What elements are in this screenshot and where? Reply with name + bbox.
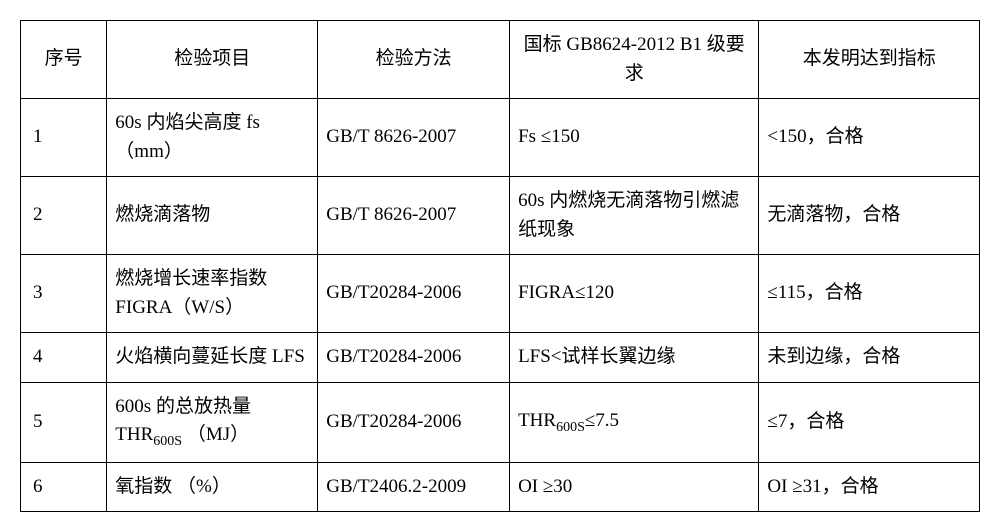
table-row: 6 氧指数 （%） GB/T2406.2-2009 OI ≥30 OI ≥31，… [21, 462, 980, 512]
cell-seq: 6 [21, 462, 107, 512]
cell-seq: 1 [21, 99, 107, 177]
col-header-requirement: 国标 GB8624-2012 B1 级要求 [510, 21, 759, 99]
spec-table: 序号 检验项目 检验方法 国标 GB8624-2012 B1 级要求 本发明达到… [20, 20, 980, 512]
cell-item: 燃烧滴落物 [107, 177, 318, 255]
col-header-item: 检验项目 [107, 21, 318, 99]
cell-requirement: 60s 内燃烧无滴落物引燃滤纸现象 [510, 177, 759, 255]
cell-method: GB/T20284-2006 [318, 382, 510, 462]
header-row: 序号 检验项目 检验方法 国标 GB8624-2012 B1 级要求 本发明达到… [21, 21, 980, 99]
table-row: 4 火焰横向蔓延长度 LFS GB/T20284-2006 LFS<试样长翼边缘… [21, 333, 980, 383]
cell-method: GB/T20284-2006 [318, 333, 510, 383]
table-container: 序号 检验项目 检验方法 国标 GB8624-2012 B1 级要求 本发明达到… [20, 20, 980, 512]
cell-seq: 5 [21, 382, 107, 462]
table-head: 序号 检验项目 检验方法 国标 GB8624-2012 B1 级要求 本发明达到… [21, 21, 980, 99]
cell-method: GB/T2406.2-2009 [318, 462, 510, 512]
cell-seq: 4 [21, 333, 107, 383]
col-header-method: 检验方法 [318, 21, 510, 99]
cell-item: 60s 内焰尖高度 fs（mm） [107, 99, 318, 177]
cell-requirement: Fs ≤150 [510, 99, 759, 177]
cell-method: GB/T 8626-2007 [318, 99, 510, 177]
cell-item: 600s 的总放热量THR600S （MJ） [107, 382, 318, 462]
cell-requirement: FIGRA≤120 [510, 255, 759, 333]
cell-item: 氧指数 （%） [107, 462, 318, 512]
cell-method: GB/T 8626-2007 [318, 177, 510, 255]
cell-method: GB/T20284-2006 [318, 255, 510, 333]
table-row: 3 燃烧增长速率指数 FIGRA（W/S） GB/T20284-2006 FIG… [21, 255, 980, 333]
table-row: 5 600s 的总放热量THR600S （MJ） GB/T20284-2006 … [21, 382, 980, 462]
cell-requirement: LFS<试样长翼边缘 [510, 333, 759, 383]
cell-result: ≤7，合格 [759, 382, 980, 462]
cell-requirement: THR600S≤7.5 [510, 382, 759, 462]
cell-result: 无滴落物，合格 [759, 177, 980, 255]
cell-result: <150，合格 [759, 99, 980, 177]
cell-result: 未到边缘，合格 [759, 333, 980, 383]
cell-requirement: OI ≥30 [510, 462, 759, 512]
cell-item: 燃烧增长速率指数 FIGRA（W/S） [107, 255, 318, 333]
table-row: 2 燃烧滴落物 GB/T 8626-2007 60s 内燃烧无滴落物引燃滤纸现象… [21, 177, 980, 255]
cell-result: ≤115，合格 [759, 255, 980, 333]
table-row: 1 60s 内焰尖高度 fs（mm） GB/T 8626-2007 Fs ≤15… [21, 99, 980, 177]
col-header-result: 本发明达到指标 [759, 21, 980, 99]
cell-seq: 3 [21, 255, 107, 333]
table-body: 1 60s 内焰尖高度 fs（mm） GB/T 8626-2007 Fs ≤15… [21, 99, 980, 512]
cell-result: OI ≥31，合格 [759, 462, 980, 512]
cell-seq: 2 [21, 177, 107, 255]
col-header-seq: 序号 [21, 21, 107, 99]
cell-item: 火焰横向蔓延长度 LFS [107, 333, 318, 383]
